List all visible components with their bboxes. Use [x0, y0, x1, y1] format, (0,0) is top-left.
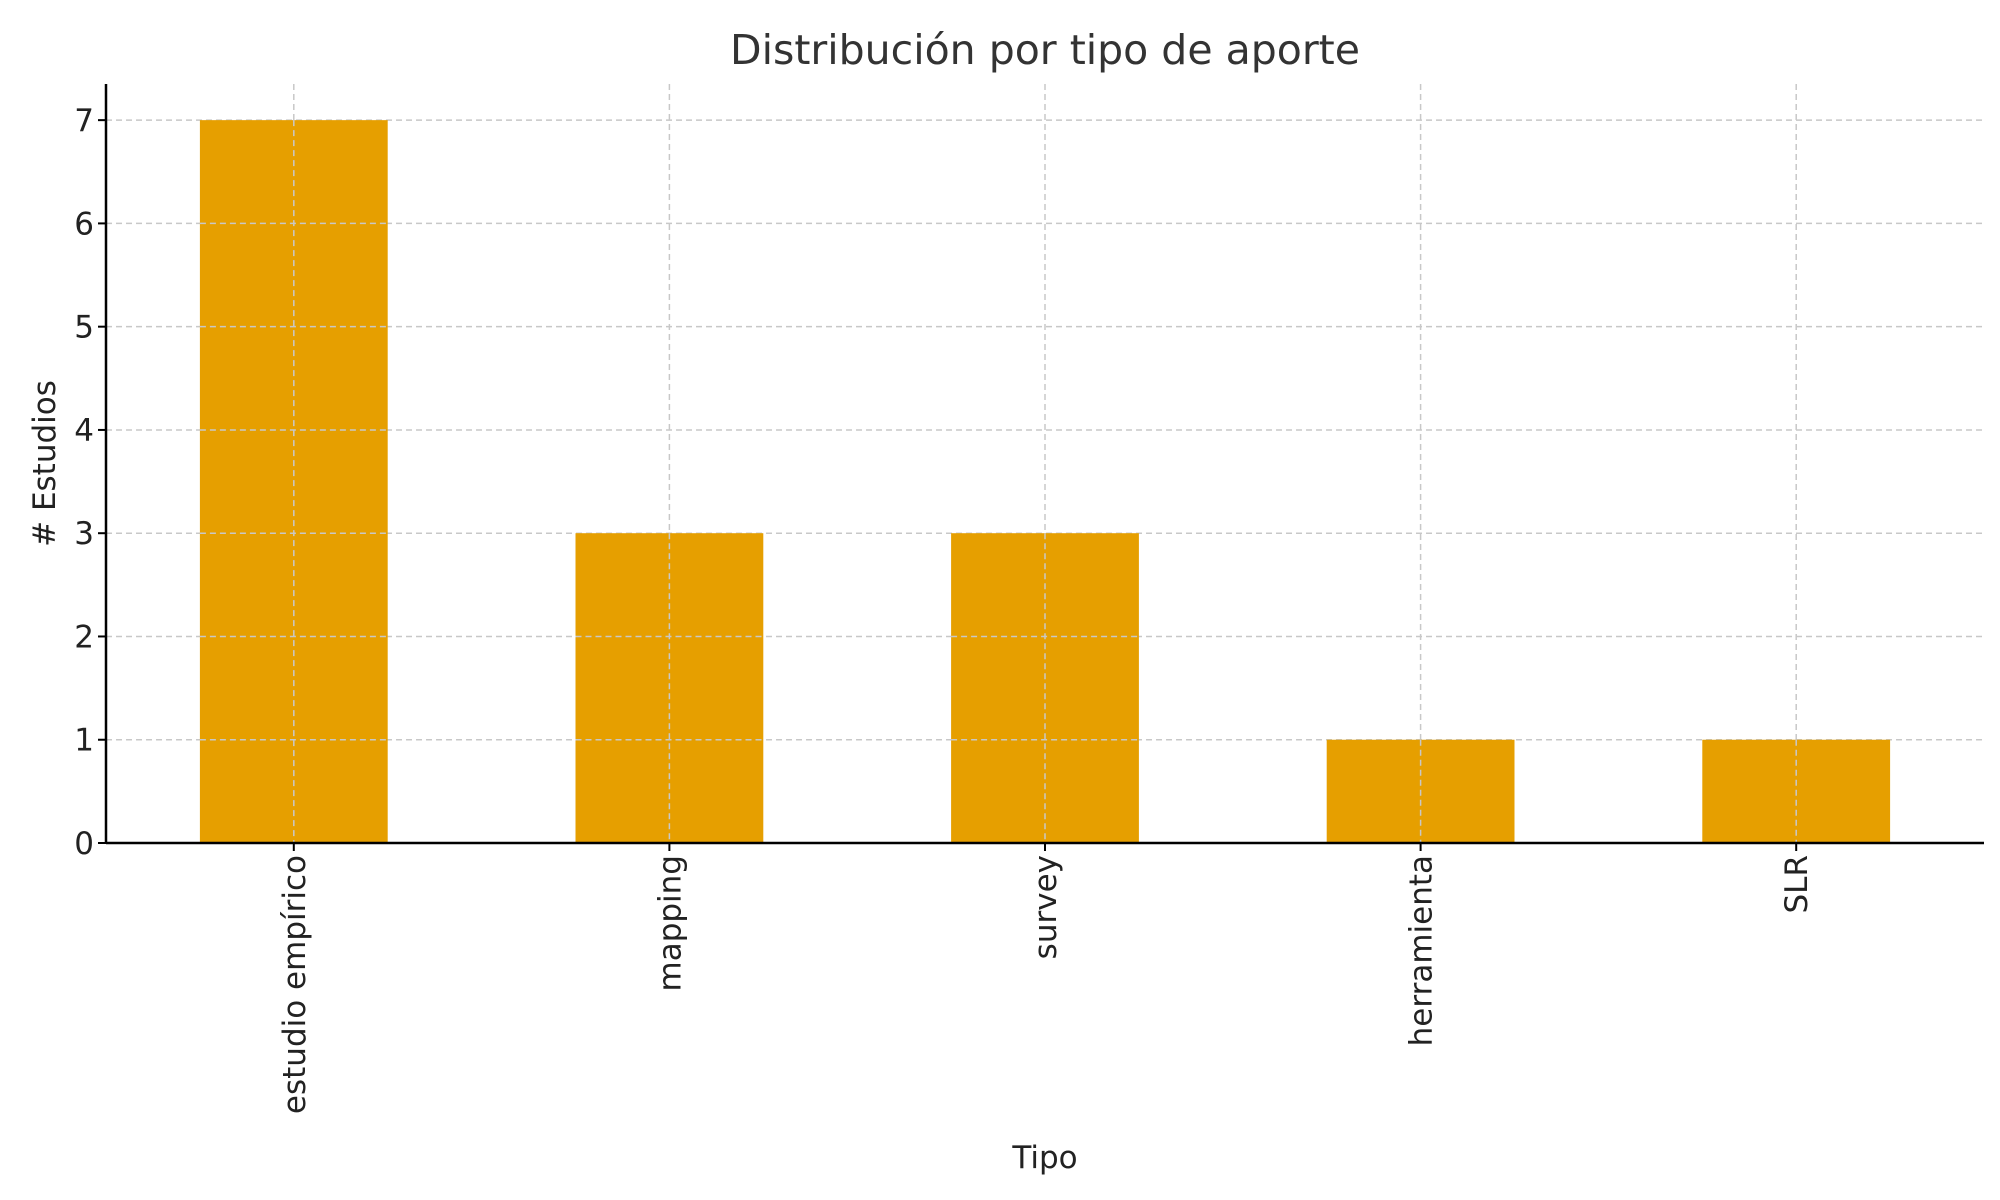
x-tick-label-1: mapping: [652, 855, 688, 992]
bars-layer: [199, 120, 1891, 843]
x-tick-label-3: herramienta: [1404, 855, 1440, 1046]
y-tick-label-1: 1: [74, 723, 94, 759]
x-ticks: estudio empírico mapping survey herramienta…: [277, 843, 1815, 1114]
y-tick-label-7: 7: [74, 103, 94, 139]
x-tick-label-0: estudio empírico: [277, 855, 313, 1114]
y-tick-label-3: 3: [74, 516, 94, 552]
chart-title: Distribución por tipo de aporte: [730, 26, 1360, 74]
x-tick-label-4: SLR: [1779, 855, 1815, 914]
x-tick-label-2: survey: [1028, 855, 1064, 959]
x-axis-label: Tipo: [1011, 1140, 1077, 1176]
y-ticks: 0 1 2 3 4 5 6 7: [74, 103, 106, 862]
y-tick-label-4: 4: [74, 413, 94, 449]
y-tick-label-5: 5: [74, 310, 94, 346]
y-tick-label-6: 6: [74, 206, 94, 242]
y-tick-label-2: 2: [74, 619, 94, 655]
y-axis-label: # Estudios: [27, 380, 63, 547]
y-tick-label-0: 0: [74, 826, 94, 862]
